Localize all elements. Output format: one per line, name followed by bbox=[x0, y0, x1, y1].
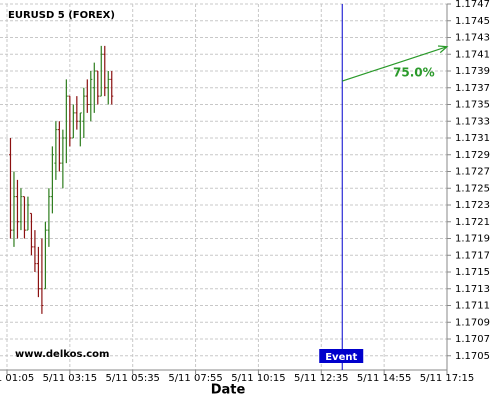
ohlc-bar bbox=[96, 70, 100, 105]
x-tick-label: 5/11 10:15 bbox=[231, 373, 285, 384]
y-tick-label: 1.1735 bbox=[455, 100, 490, 111]
grid bbox=[0, 3, 448, 370]
y-tick-label: 1.1719 bbox=[455, 234, 490, 245]
ohlc-bar bbox=[29, 212, 33, 256]
ohlc-bar bbox=[64, 79, 68, 164]
ohlc-bar bbox=[68, 95, 72, 147]
x-tick-label: 5/11 12:35 bbox=[294, 373, 348, 384]
x-tick-label: 5/11 14:55 bbox=[357, 373, 411, 384]
y-tick-label: 1.1707 bbox=[455, 334, 490, 345]
ohlc-bar bbox=[71, 104, 75, 139]
ohlc-bar bbox=[89, 71, 93, 122]
y-tick-label: 1.1727 bbox=[455, 167, 490, 178]
ohlc-bar bbox=[75, 96, 79, 130]
y-tick-label: 1.1737 bbox=[455, 83, 490, 94]
projection-label: 75.0% bbox=[393, 66, 435, 80]
y-tick-label: 1.1721 bbox=[455, 217, 490, 228]
y-tick-label: 1.1715 bbox=[455, 267, 490, 278]
ohlc-bar bbox=[47, 188, 51, 247]
y-tick-label: 1.1717 bbox=[455, 250, 490, 261]
ohlc-bar bbox=[19, 188, 23, 231]
ohlc-bar bbox=[82, 87, 86, 139]
arrow-head bbox=[437, 45, 449, 54]
ohlc-bar bbox=[33, 230, 37, 273]
ohlc-bar bbox=[26, 196, 30, 231]
y-tick-label: 1.1747 bbox=[455, 0, 490, 10]
ohlc-bar bbox=[106, 71, 110, 105]
y-tick-label: 1.1711 bbox=[455, 301, 490, 312]
ohlc-bar bbox=[57, 121, 61, 172]
ohlc-bar bbox=[78, 112, 82, 147]
watermark: www.delkos.com bbox=[15, 349, 109, 360]
y-tick-label: 1.1709 bbox=[455, 317, 490, 328]
y-tick-label: 1.1733 bbox=[455, 116, 490, 127]
ohlc-bar bbox=[40, 238, 44, 314]
y-tick-label: 1.1713 bbox=[455, 284, 490, 295]
x-axis-label: Date bbox=[211, 383, 246, 398]
x-tick-label: 5/11 01:05 bbox=[0, 373, 34, 384]
x-tick-label: 5/11 07:55 bbox=[168, 373, 222, 384]
ohlc-bar bbox=[54, 121, 58, 180]
x-tick-label: 5/11 03:15 bbox=[43, 373, 97, 384]
ohlc-bar bbox=[110, 71, 114, 105]
chart-title: EURUSD 5 (FOREX) bbox=[8, 10, 115, 21]
y-tick-label: 1.1723 bbox=[455, 200, 490, 211]
ohlc-bar bbox=[61, 129, 65, 189]
y-tick-label: 1.1705 bbox=[455, 351, 490, 362]
event-box bbox=[319, 349, 364, 363]
ohlc-bar bbox=[85, 79, 89, 113]
y-tick-label: 1.1729 bbox=[455, 150, 490, 161]
y-tick-label: 1.1731 bbox=[455, 133, 490, 144]
ohlc-bar bbox=[36, 246, 40, 298]
ohlc-bar bbox=[92, 62, 96, 113]
ohlc-bar bbox=[15, 179, 19, 239]
x-tick-label: 5/11 05:35 bbox=[105, 373, 159, 384]
y-tick-label: 1.1739 bbox=[455, 66, 490, 77]
ohlc-bar bbox=[43, 221, 47, 290]
projection-arrow bbox=[342, 46, 448, 82]
event-label: Event bbox=[325, 352, 357, 363]
y-tick-label: 1.1745 bbox=[455, 16, 490, 27]
y-tick-label: 1.1725 bbox=[455, 183, 490, 194]
x-tick-label: 5/11 17:15 bbox=[420, 373, 474, 384]
y-tick-label: 1.1741 bbox=[455, 49, 490, 60]
plot-area bbox=[0, 4, 447, 370]
ohlc-bar bbox=[103, 45, 107, 97]
y-tick-label: 1.1743 bbox=[455, 33, 490, 44]
ohlc-bar bbox=[99, 45, 103, 97]
ohlc-bar bbox=[12, 171, 16, 247]
ohlc-bar bbox=[22, 196, 26, 239]
ohlc-bar bbox=[8, 138, 12, 239]
ohlc-bar bbox=[50, 146, 54, 214]
marks bbox=[8, 45, 114, 314]
